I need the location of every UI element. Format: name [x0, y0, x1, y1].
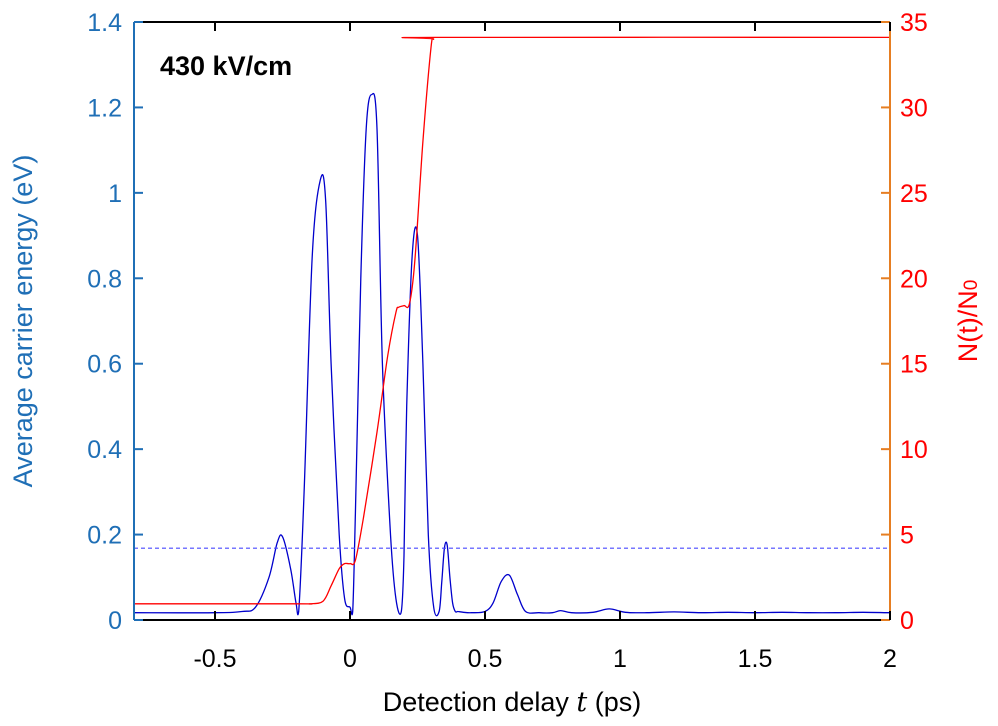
left-tick-label: 0.6 [87, 351, 122, 379]
left-tick-label: 0 [108, 607, 122, 635]
right-tick-label: 5 [900, 522, 914, 550]
left-tick-label: 0.4 [87, 436, 122, 464]
x-tick-label: 0 [343, 645, 357, 673]
left-tick-label: 0.8 [87, 265, 122, 293]
right-tick-label: 20 [900, 265, 928, 293]
x-axis-title: Detection delay t (ps) [383, 687, 641, 718]
right-tick-label: 10 [900, 436, 928, 464]
right-tick-label: 25 [900, 180, 928, 208]
x-tick-label: -0.5 [193, 645, 236, 673]
right-axis-ticks: 0 5 10 15 20 25 30 35 [881, 9, 928, 635]
left-axis-title: Average carrier energy (eV) [8, 155, 38, 488]
plot-area [134, 22, 890, 620]
right-axis-title: N(t)/N0 [953, 280, 983, 363]
left-tick-label: 0.2 [87, 522, 122, 550]
annotation-field-strength: 430 kV/cm [160, 51, 292, 81]
right-tick-label: 15 [900, 351, 928, 379]
left-axis-ticks: 0 0.2 0.4 0.6 0.8 1 1.2 1.4 [87, 9, 143, 635]
left-tick-label: 1 [108, 180, 122, 208]
x-tick-label: 1.5 [738, 645, 773, 673]
population-line [133, 36, 891, 605]
left-tick-label: 1.4 [87, 9, 122, 37]
right-tick-label: 35 [900, 9, 928, 37]
x-tick-label: 1 [613, 645, 627, 673]
left-tick-label: 1.2 [87, 94, 122, 122]
x-tick-label: 2 [883, 645, 897, 673]
right-tick-label: 0 [900, 607, 914, 635]
x-tick-label: 0.5 [468, 645, 503, 673]
population-series [133, 36, 891, 605]
x-axis-ticks: -0.5 0 0.5 1 1.5 2 [193, 22, 897, 673]
right-tick-label: 30 [900, 94, 928, 122]
